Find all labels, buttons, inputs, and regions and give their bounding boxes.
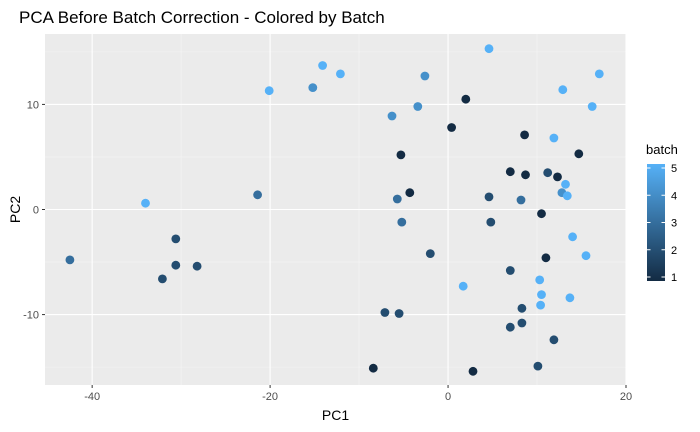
y-tick-label: -10 [23,310,39,322]
x-tick-label: -40 [84,391,100,403]
y-axis-title: PC2 [7,196,23,223]
data-point [387,111,397,121]
data-point [517,318,527,328]
data-point [413,102,423,111]
data-point [517,303,527,313]
data-point [405,188,415,198]
legend-ticks: 1 2 3 4 5 [647,163,677,284]
data-point [521,170,530,180]
legend-title: batch [646,142,678,157]
data-point [558,85,568,95]
data-point [468,366,478,376]
data-point [568,232,577,242]
data-point [565,293,575,303]
legend: batch 1 2 3 4 5 [646,142,678,284]
legend-tick-label: 5 [671,163,677,175]
data-point [458,281,468,291]
legend-tick-label: 2 [671,245,677,257]
data-point [171,260,181,270]
y-tick-label: 10 [27,99,39,111]
y-axis-ticks: -10 0 10 [23,99,45,322]
legend-tick-label: 3 [671,218,677,230]
data-point [420,71,430,81]
data-point [484,192,494,202]
y-tick-label: 0 [33,205,39,217]
data-point [396,150,406,160]
data-point [308,83,318,92]
data-point [264,86,274,96]
data-point [447,123,456,132]
data-point [516,195,526,205]
data-point [561,179,570,189]
data-point [505,322,515,332]
data-point [505,266,515,275]
chart-title: PCA Before Batch Correction - Colored by… [19,8,385,27]
data-point [171,234,181,244]
data-point [541,253,551,263]
legend-tick-label: 1 [671,272,677,284]
data-point [336,69,345,79]
data-point [537,290,546,299]
x-axis-title: PC1 [322,407,349,423]
x-tick-label: -20 [262,391,278,403]
data-point [397,217,407,227]
data-point [158,274,167,284]
data-point [368,363,378,373]
data-point [581,251,591,261]
data-point [536,300,545,310]
data-point [533,361,543,371]
data-point [192,261,202,271]
data-point [505,167,515,177]
data-point [537,209,546,219]
data-point [253,190,262,200]
data-point [65,255,75,265]
x-tick-label: 20 [620,391,632,403]
data-point [535,275,545,285]
data-point [543,168,553,178]
legend-tick-label: 4 [671,190,677,202]
data-point [549,335,559,345]
data-point [587,102,597,111]
x-tick-label: 0 [445,391,451,403]
data-point [553,172,562,182]
data-point [394,309,404,318]
data-point [594,69,604,79]
data-point [486,217,496,227]
data-point [425,249,435,258]
data-point [574,149,584,159]
points-layer [65,44,604,376]
data-point [318,61,327,70]
data-point [549,133,559,143]
data-point [562,191,572,201]
data-point [520,130,529,140]
x-axis-ticks: -40 -20 0 20 [84,385,632,403]
data-point [392,194,402,204]
data-point [141,198,150,208]
legend-colorbar [647,164,665,281]
data-point [484,44,494,54]
data-point [380,308,390,317]
data-point [461,94,471,104]
